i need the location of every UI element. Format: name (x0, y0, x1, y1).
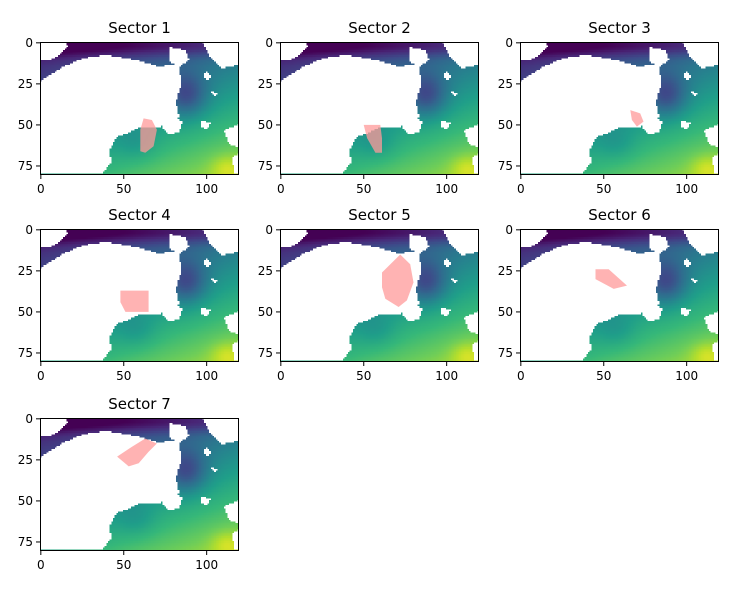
panel-title: Sector 6 (588, 206, 651, 224)
y-tick-label: 50 (258, 305, 273, 319)
y-tick-label: 75 (498, 346, 513, 360)
subplot-5: Sector 5 0 50 100 0 25 50 75 (258, 206, 479, 383)
y-tick-label: 25 (498, 77, 513, 91)
y-tick-label: 25 (258, 77, 273, 91)
panels-group: Sector 1 0 50 100 0 25 50 75 Sector 2 0 50 100 0 25 50… (18, 19, 719, 572)
panel-title: Sector 1 (108, 19, 171, 37)
subplot-7: Sector 7 0 50 100 0 25 50 75 (18, 395, 239, 572)
panel-title: Sector 7 (108, 395, 171, 413)
x-tick-label: 0 (277, 182, 285, 196)
sector-highlight (140, 118, 157, 153)
y-tick-label: 0 (25, 223, 33, 237)
axes-frame (280, 42, 479, 175)
subplot-1: Sector 1 0 50 100 0 25 50 75 (18, 19, 239, 196)
x-tick-label: 100 (435, 369, 458, 383)
x-tick-label: 0 (37, 369, 45, 383)
y-tick-label: 25 (18, 77, 33, 91)
x-tick-label: 0 (37, 182, 45, 196)
y-tick-label: 50 (258, 118, 273, 132)
x-tick-label: 100 (435, 182, 458, 196)
y-tick-label: 50 (18, 305, 33, 319)
x-tick-label: 50 (596, 182, 611, 196)
y-tick-label: 0 (505, 223, 513, 237)
x-tick-label: 0 (37, 558, 45, 572)
y-tick-label: 75 (18, 535, 33, 549)
axes-frame (40, 42, 239, 175)
x-tick-label: 50 (116, 182, 131, 196)
field-image (40, 418, 239, 551)
y-tick-label: 75 (498, 159, 513, 173)
field-image (280, 42, 479, 175)
x-tick-label: 0 (517, 182, 525, 196)
field-image (40, 42, 239, 175)
axes-frame (520, 42, 719, 175)
field-image (520, 42, 719, 175)
y-tick-label: 75 (258, 346, 273, 360)
x-tick-label: 100 (195, 369, 218, 383)
subplot-4: Sector 4 0 50 100 0 25 50 75 (18, 206, 239, 383)
subplot-3: Sector 3 0 50 100 0 25 50 75 (498, 19, 719, 196)
x-tick-label: 100 (675, 182, 698, 196)
y-tick-label: 25 (18, 453, 33, 467)
y-tick-label: 75 (18, 346, 33, 360)
y-tick-label: 0 (265, 36, 273, 50)
y-tick-label: 50 (498, 118, 513, 132)
x-tick-label: 0 (277, 369, 285, 383)
sector-highlight (595, 269, 627, 289)
sector-highlight (382, 254, 414, 307)
subplot-6: Sector 6 0 50 100 0 25 50 75 (498, 206, 719, 383)
panel-title: Sector 2 (348, 19, 411, 37)
y-tick-label: 50 (18, 118, 33, 132)
y-tick-label: 50 (18, 494, 33, 508)
y-tick-label: 0 (265, 223, 273, 237)
y-tick-label: 75 (18, 159, 33, 173)
sector-highlight (117, 438, 157, 467)
axes-frame (40, 418, 239, 551)
x-tick-label: 50 (356, 182, 371, 196)
x-tick-label: 100 (195, 558, 218, 572)
y-tick-label: 25 (18, 264, 33, 278)
y-tick-label: 0 (25, 412, 33, 426)
y-tick-label: 75 (258, 159, 273, 173)
x-tick-label: 50 (116, 558, 131, 572)
y-tick-label: 0 (25, 36, 33, 50)
panel-title: Sector 4 (108, 206, 171, 224)
panel-title: Sector 5 (348, 206, 411, 224)
y-tick-label: 50 (498, 305, 513, 319)
subplot-2: Sector 2 0 50 100 0 25 50 75 (258, 19, 479, 196)
field-image (520, 229, 719, 362)
panel-title: Sector 3 (588, 19, 651, 37)
y-tick-label: 25 (498, 264, 513, 278)
axes-frame (520, 229, 719, 362)
axes-frame (280, 229, 479, 362)
field-image (280, 229, 479, 362)
x-tick-label: 50 (116, 369, 131, 383)
x-tick-label: 100 (195, 182, 218, 196)
axes-frame (40, 229, 239, 362)
x-tick-label: 50 (356, 369, 371, 383)
y-tick-label: 0 (505, 36, 513, 50)
x-tick-label: 0 (517, 369, 525, 383)
sector-highlight (630, 110, 644, 127)
sector-highlight (363, 124, 382, 153)
sector-highlight (120, 290, 149, 312)
x-tick-label: 50 (596, 369, 611, 383)
x-tick-label: 100 (675, 369, 698, 383)
y-tick-label: 25 (258, 264, 273, 278)
